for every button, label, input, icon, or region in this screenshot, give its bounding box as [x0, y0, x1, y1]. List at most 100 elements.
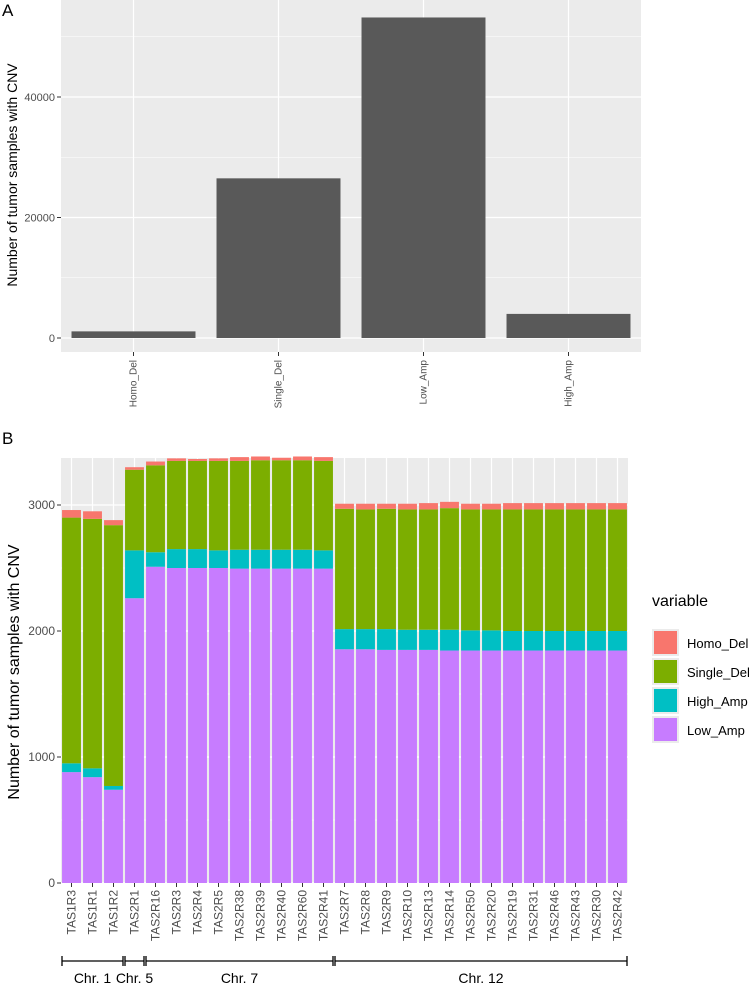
chart-b-bar-single-del	[503, 509, 522, 631]
chart-b-bar-high-amp	[461, 630, 480, 651]
chart-b-bar-low-amp	[566, 650, 585, 883]
chart-b-bar-low-amp	[146, 566, 165, 883]
chart-a-x-tick-label: Homo_Del	[129, 360, 140, 407]
chart-b-bar-low-amp	[545, 650, 564, 883]
chart-b-bar-low-amp	[272, 568, 291, 883]
chart-b-bar-low-amp	[62, 772, 81, 883]
chart-b-bar-single-del	[62, 517, 81, 764]
chart-b-bar-single-del	[524, 509, 543, 631]
chart-b-bar-single-del	[545, 509, 564, 631]
chart-b-bar-high-amp	[104, 785, 123, 790]
chart-b-x-tick-label: TAS2R43	[569, 890, 583, 941]
chart-b-bar-low-amp	[83, 777, 102, 883]
chart-b-x-tick-label: TAS2R9	[380, 890, 394, 935]
chart-b-bar-high-amp	[251, 549, 270, 569]
chart-b-bar-high-amp	[293, 549, 312, 569]
chart-b-ylabel: Number of tumor samples with CNV	[6, 544, 23, 800]
chart-b-bar-single-del	[188, 460, 207, 550]
chart-b-bar-homo-del	[83, 511, 102, 519]
chart-b-bar-homo-del	[398, 503, 417, 510]
chart-b-x-tick-label: TAS2R13	[422, 890, 436, 941]
panel-a-label: A	[2, 1, 14, 20]
chart-b-x-tick-label: TAS2R14	[443, 890, 457, 941]
chart-b-bar-low-amp	[524, 650, 543, 883]
chart-b-bar-single-del	[566, 509, 585, 631]
chart-b-bar-homo-del	[566, 503, 585, 510]
chart-b-bar-high-amp	[356, 629, 375, 650]
chart-b-bar-low-amp	[209, 568, 228, 883]
chart-b-bar-low-amp	[125, 598, 144, 883]
chart-b-bar-single-del	[314, 460, 333, 551]
chart-b-bar-single-del	[419, 509, 438, 630]
chart-b-bar-high-amp	[377, 629, 396, 650]
chart-b-bar-high-amp	[146, 552, 165, 567]
chart-a-panel	[61, 0, 641, 352]
chart-a-x-tick-label: Low_Amp	[419, 360, 430, 405]
chart-b-bar-homo-del	[146, 461, 165, 466]
chart-b-bar-high-amp	[314, 550, 333, 569]
chart-b-bar-single-del	[356, 509, 375, 630]
legend-label: Single_Del	[687, 665, 750, 680]
chart-b-bar-high-amp	[209, 550, 228, 568]
chart-b-bar-high-amp	[335, 629, 354, 650]
chart-b-bar-homo-del	[482, 503, 501, 510]
legend-label: High_Amp	[687, 694, 748, 709]
chart-b-x-tick-label: TAS1R2	[107, 890, 121, 935]
chart-b-x-tick-label: TAS2R4	[191, 890, 205, 935]
chart-b-bar-homo-del	[608, 503, 627, 510]
chart-b-bar-low-amp	[188, 568, 207, 883]
chr-group-label: Chr. 12	[458, 970, 503, 986]
chart-b-bar-low-amp	[587, 650, 606, 883]
chart-b-x-tick-label: TAS2R30	[590, 890, 604, 941]
chart-b-bar-homo-del	[419, 503, 438, 510]
chart-b-bar-single-del	[167, 460, 186, 550]
chart-b-bar-low-amp	[167, 568, 186, 883]
chart-b-x-tick-label: TAS2R38	[233, 890, 247, 941]
chart-b-bar-homo-del	[272, 457, 291, 461]
chart-b-bar-low-amp	[440, 650, 459, 883]
chart-b-bar-single-del	[209, 460, 228, 551]
chart-b-x-tick-label: TAS2R41	[317, 890, 331, 941]
chart-b-bar-low-amp	[398, 649, 417, 883]
chart-b-x-tick-label: TAS2R16	[149, 890, 163, 941]
chart-a-y-tick-label: 40000	[24, 92, 55, 104]
chart-b-bar-single-del	[146, 465, 165, 553]
chart-b-x-tick-label: TAS2R19	[506, 890, 520, 941]
chart-b-bar-homo-del	[230, 457, 249, 461]
chart-b-bar-homo-del	[314, 457, 333, 461]
chart-b-bar-low-amp	[608, 650, 627, 883]
chart-b: B Number of tumor samples with CNV 0 1000…	[2, 429, 750, 986]
chart-b-bar-single-del	[335, 508, 354, 630]
chart-b-bar-high-amp	[62, 763, 81, 773]
chart-b-bar-homo-del	[440, 501, 459, 509]
chart-b-x-tick-label: TAS2R39	[254, 890, 268, 941]
legend-label: Homo_Del	[687, 636, 749, 651]
chart-b-bar-high-amp	[566, 631, 585, 651]
chart-b-bar-low-amp	[230, 568, 249, 883]
chart-b-bar-single-del	[125, 469, 144, 551]
chart-b-bar-high-amp	[419, 629, 438, 650]
chart-b-bar-single-del	[377, 508, 396, 630]
chart-b-y-tick-label: 0	[48, 876, 55, 890]
legend-swatch	[654, 718, 677, 741]
chart-b-y-tick-label: 3000	[28, 498, 55, 512]
chart-b-bar-high-amp	[125, 550, 144, 599]
chart-b-bar-high-amp	[188, 549, 207, 568]
chart-b-bar-high-amp	[608, 631, 627, 651]
chart-b-bar-low-amp	[419, 649, 438, 883]
chart-b-bar-high-amp	[83, 768, 102, 778]
chart-b-bar-low-amp	[461, 650, 480, 883]
chart-b-bar-high-amp	[545, 631, 564, 651]
chart-b-bar-low-amp	[104, 789, 123, 883]
chart-a-bar	[361, 17, 486, 338]
legend-label: Low_Amp	[687, 723, 745, 738]
chart-b-x-tick-label: TAS2R50	[464, 890, 478, 941]
chart-b-x-tick-label: TAS1R3	[65, 890, 79, 935]
chart-b-x-tick-label: TAS2R46	[548, 890, 562, 941]
chart-a-bar	[71, 331, 196, 338]
chart-b-bar-single-del	[608, 509, 627, 631]
chart-b-bar-homo-del	[104, 520, 123, 526]
chart-b-x-tick-label: TAS2R7	[338, 890, 352, 935]
chart-b-bar-single-del	[440, 508, 459, 630]
